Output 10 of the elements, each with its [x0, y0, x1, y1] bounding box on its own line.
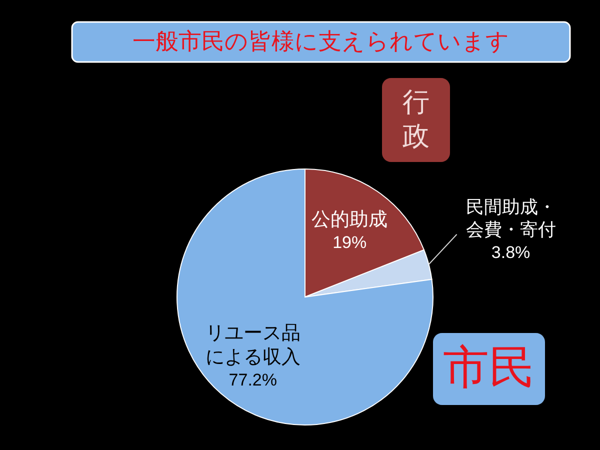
slice-label: 公的助成	[312, 208, 388, 230]
chart-title: 一般市民の皆様に支えられています	[132, 29, 510, 55]
data-label: 3.8%	[491, 242, 530, 262]
pie-slice	[176, 168, 434, 426]
data-label: 77.2%	[228, 370, 277, 390]
slice-label: 民間助成・会費・寄付	[466, 196, 556, 240]
data-label: 19%	[332, 233, 367, 252]
slice-label: リユース品による収入	[205, 322, 300, 368]
text: 市民	[443, 340, 535, 394]
text: 行政	[402, 87, 430, 152]
